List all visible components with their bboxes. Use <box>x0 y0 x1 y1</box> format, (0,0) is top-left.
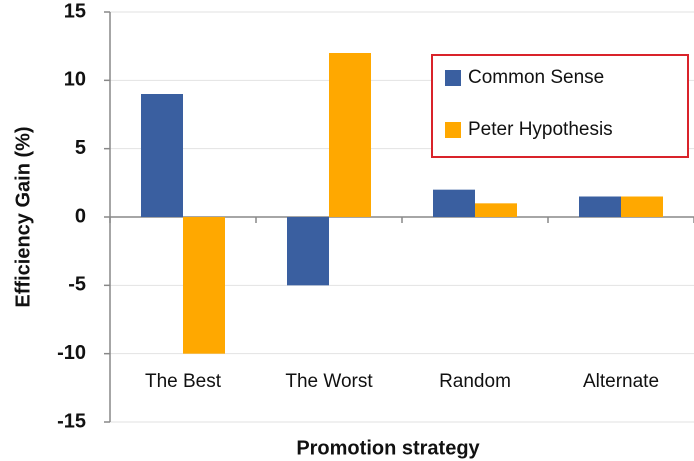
legend-swatch <box>445 122 461 138</box>
bar <box>433 189 475 217</box>
bar <box>183 217 225 354</box>
y-tick-label: 5 <box>75 137 86 159</box>
x-tick-label: Alternate <box>583 371 659 392</box>
bar <box>475 203 517 217</box>
x-tick-label: The Best <box>145 371 222 392</box>
y-tick-label: 0 <box>75 205 86 227</box>
legend-label: Peter Hypothesis <box>468 119 613 140</box>
y-tick-label: -15 <box>57 410 86 432</box>
legend-swatch <box>445 70 461 86</box>
y-tick-label: -5 <box>68 274 86 296</box>
y-tick-label: 10 <box>64 69 86 91</box>
bar <box>329 53 371 217</box>
x-tick-label: The Worst <box>285 371 373 392</box>
x-axis-title: Promotion strategy <box>296 437 480 459</box>
bar <box>287 217 329 286</box>
y-tick-label: 15 <box>64 0 86 22</box>
y-axis-title: Efficiency Gain (%) <box>12 126 34 307</box>
bar <box>141 94 183 217</box>
bar <box>621 196 663 217</box>
legend-box <box>431 54 689 158</box>
y-tick-label: -10 <box>57 342 86 364</box>
x-tick-label: Random <box>439 371 511 392</box>
legend-label: Common Sense <box>468 67 604 88</box>
bar <box>579 196 621 217</box>
